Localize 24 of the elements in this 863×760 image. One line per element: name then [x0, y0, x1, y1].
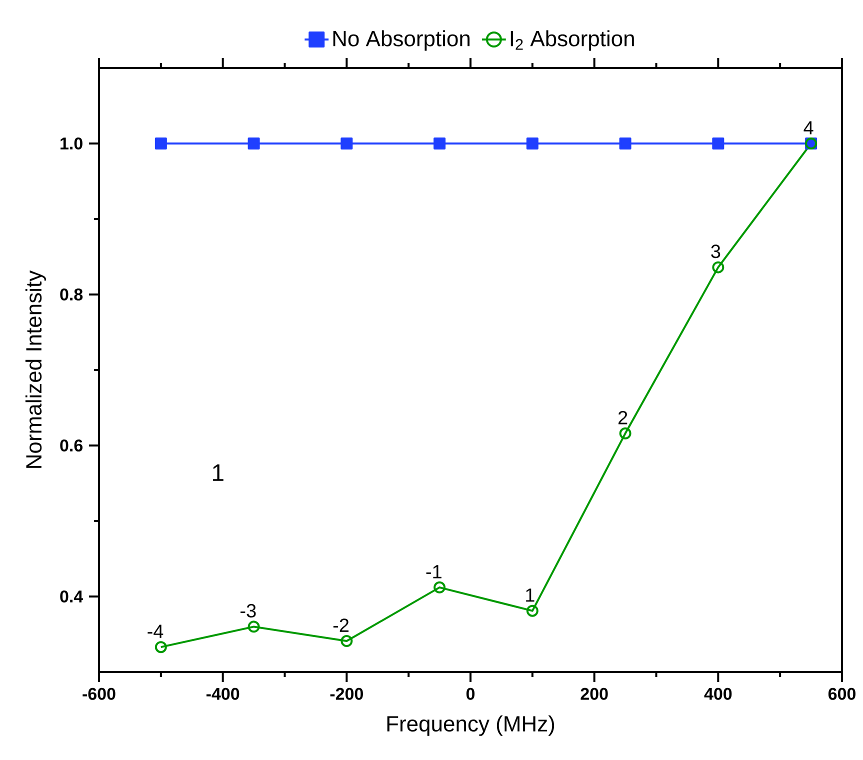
- x-tick-label: 200: [580, 688, 608, 700]
- annotation: 1: [213, 464, 224, 481]
- annotation: 2: [618, 410, 628, 424]
- y-tick-label: 1.0: [60, 137, 82, 150]
- x-tick-label: 400: [704, 688, 732, 700]
- y-tick-label: 0.6: [60, 439, 83, 452]
- y-tick-label: 0.4: [60, 590, 84, 603]
- annotation: -3: [240, 604, 256, 618]
- x-tick-label: -600: [82, 688, 116, 700]
- annotation: 4: [804, 121, 814, 134]
- y-axis-title: Normalized Intensity: [25, 270, 46, 468]
- x-tick-label: -400: [206, 688, 240, 700]
- x-axis-title: Frequency (MHz): [387, 715, 554, 736]
- annotation: 3: [711, 244, 720, 258]
- x-tick-label: 0: [466, 688, 475, 700]
- annotation: 1: [526, 588, 534, 602]
- x-tick-label: 600: [828, 688, 856, 700]
- legend-label: I$_{2}$ Absorption: [510, 30, 634, 51]
- legend-label: No Absorption: [333, 30, 470, 51]
- y-tick-label: 0.8: [60, 288, 83, 301]
- annotation: -1: [426, 565, 442, 578]
- annotation: -2: [333, 618, 349, 632]
- annotation: -4: [148, 624, 164, 638]
- x-tick-label: -200: [330, 688, 363, 700]
